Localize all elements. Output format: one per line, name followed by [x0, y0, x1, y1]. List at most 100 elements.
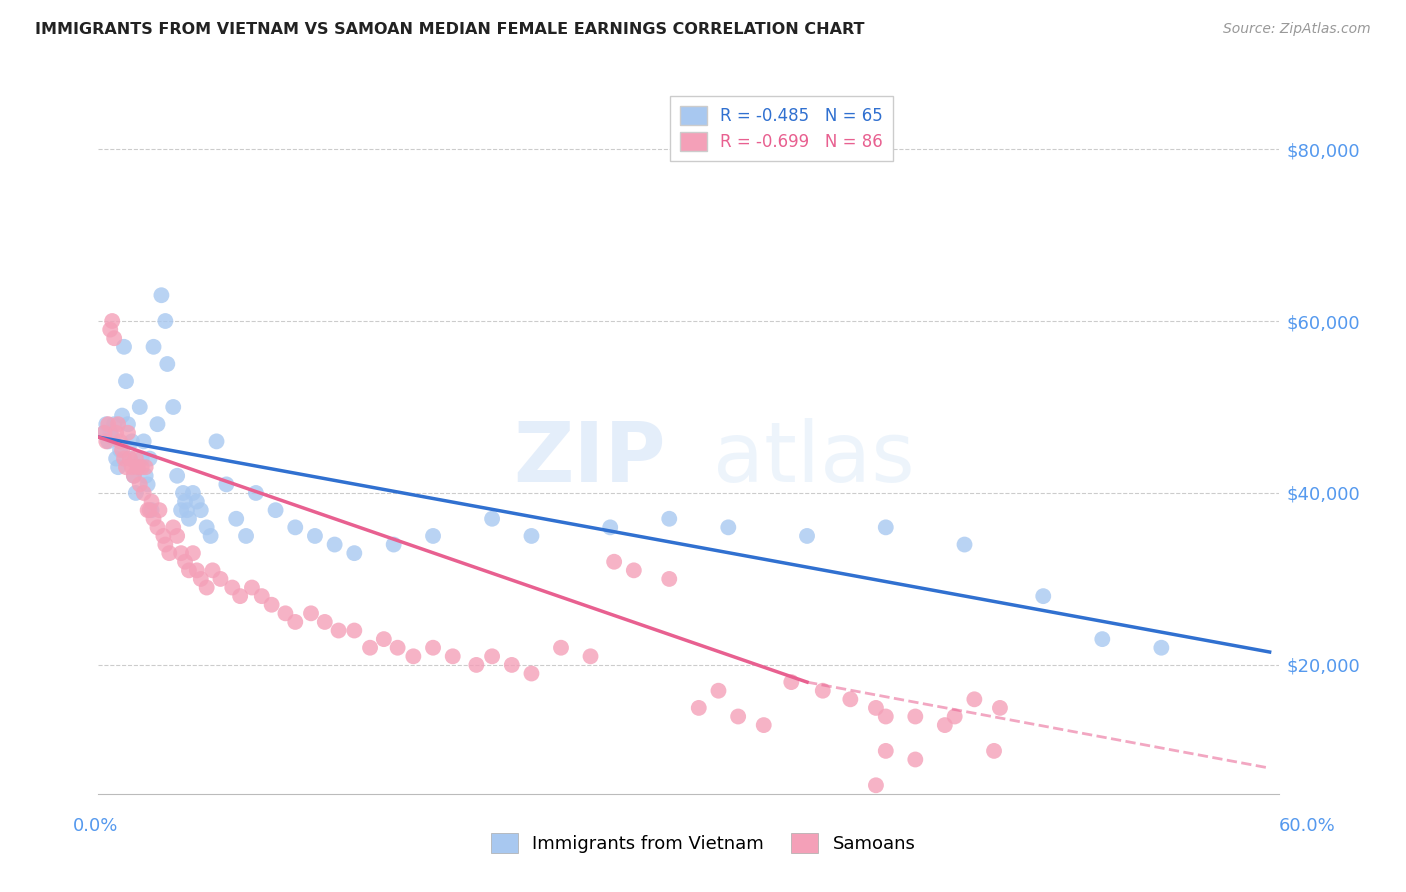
Point — [111, 409, 134, 423]
Point — [195, 581, 218, 595]
Point — [688, 701, 710, 715]
Legend: R = -0.485   N = 65, R = -0.699   N = 86: R = -0.485 N = 65, R = -0.699 N = 86 — [671, 95, 893, 161]
Point — [103, 417, 125, 432]
Point — [108, 442, 131, 457]
Point — [328, 624, 350, 638]
Point — [174, 494, 197, 508]
Point — [1091, 632, 1114, 647]
Point — [658, 512, 681, 526]
Point — [146, 520, 169, 534]
Point — [707, 683, 730, 698]
Point — [112, 451, 135, 466]
Point — [174, 555, 197, 569]
Point — [274, 607, 297, 621]
Point — [865, 778, 887, 792]
Point — [579, 649, 602, 664]
Point — [170, 546, 193, 560]
Point — [146, 417, 169, 432]
Point — [215, 477, 238, 491]
Point — [112, 340, 135, 354]
Point — [875, 709, 897, 723]
Point — [343, 546, 366, 560]
Point — [135, 460, 157, 475]
Point — [98, 425, 121, 440]
Point — [209, 572, 232, 586]
Point — [780, 675, 803, 690]
Point — [963, 692, 986, 706]
Point — [111, 442, 134, 457]
Point — [796, 529, 818, 543]
Point — [221, 581, 243, 595]
Point — [155, 537, 177, 551]
Point — [550, 640, 572, 655]
Point — [875, 520, 897, 534]
Point — [107, 460, 129, 475]
Point — [422, 529, 444, 543]
Point — [186, 563, 208, 577]
Point — [181, 546, 204, 560]
Point — [107, 417, 129, 432]
Point — [304, 529, 326, 543]
Point — [953, 537, 976, 551]
Point — [122, 468, 145, 483]
Point — [157, 546, 180, 560]
Point — [943, 709, 966, 723]
Point — [904, 752, 927, 766]
Point — [441, 649, 464, 664]
Point — [156, 357, 179, 371]
Point — [152, 529, 174, 543]
Point — [599, 520, 621, 534]
Point — [105, 425, 128, 440]
Point — [481, 649, 503, 664]
Point — [135, 468, 157, 483]
Point — [240, 581, 263, 595]
Point — [115, 460, 138, 475]
Point — [132, 486, 155, 500]
Point — [96, 434, 118, 449]
Point — [811, 683, 834, 698]
Point — [93, 425, 115, 440]
Point — [988, 701, 1011, 715]
Point — [176, 503, 198, 517]
Point — [170, 503, 193, 517]
Point — [98, 323, 121, 337]
Point — [727, 709, 749, 723]
Point — [125, 451, 148, 466]
Point — [983, 744, 1005, 758]
Point — [284, 615, 307, 629]
Text: 0.0%: 0.0% — [73, 817, 118, 835]
Point — [118, 451, 141, 466]
Point — [839, 692, 862, 706]
Point — [132, 434, 155, 449]
Text: ZIP: ZIP — [513, 418, 665, 499]
Point — [1150, 640, 1173, 655]
Point — [520, 666, 543, 681]
Point — [201, 563, 224, 577]
Point — [97, 434, 120, 449]
Text: atlas: atlas — [713, 418, 914, 499]
Point — [115, 374, 138, 388]
Point — [142, 340, 165, 354]
Point — [125, 486, 148, 500]
Point — [117, 417, 139, 432]
Point — [162, 400, 184, 414]
Point — [186, 494, 208, 508]
Point — [195, 520, 218, 534]
Point — [166, 529, 188, 543]
Point — [190, 572, 212, 586]
Point — [141, 494, 163, 508]
Point — [166, 468, 188, 483]
Point — [150, 288, 173, 302]
Point — [122, 468, 145, 483]
Point — [359, 640, 381, 655]
Point — [172, 486, 194, 500]
Point — [131, 460, 153, 475]
Point — [181, 486, 204, 500]
Point — [101, 430, 124, 444]
Point — [141, 503, 163, 517]
Point — [250, 589, 273, 603]
Text: 60.0%: 60.0% — [1279, 817, 1336, 835]
Point — [934, 718, 956, 732]
Point — [865, 701, 887, 715]
Point — [422, 640, 444, 655]
